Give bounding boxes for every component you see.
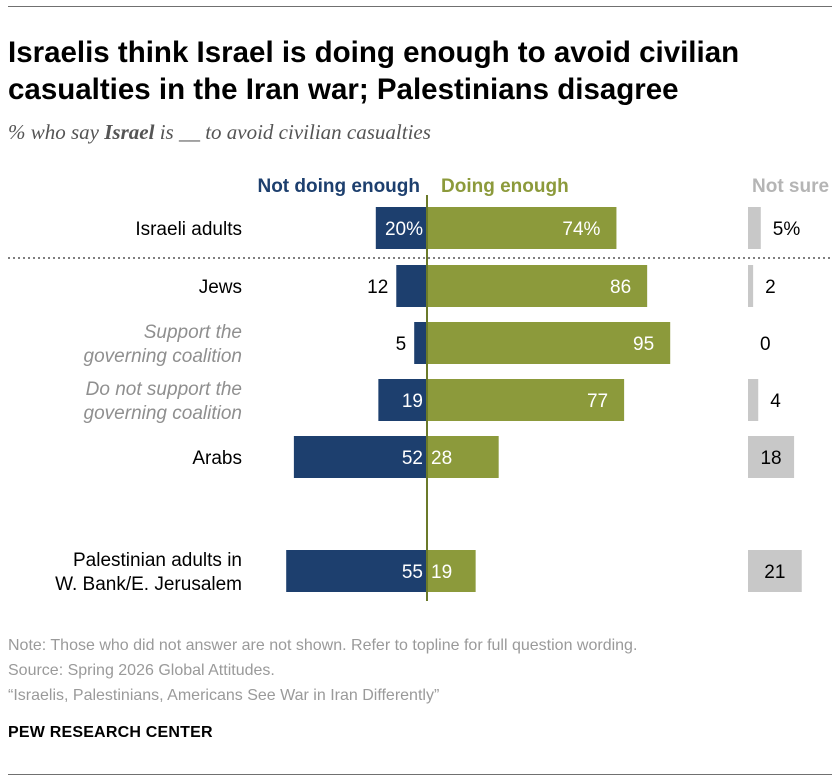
row-6-value-doing-enough: 19 [431, 562, 452, 583]
row-2-label: Jews [199, 277, 242, 298]
row-6-value-not-sure: 21 [764, 562, 785, 583]
row-4-label-line2: governing coalition [84, 403, 242, 424]
row-4-bar-not-doing-enough [378, 379, 427, 421]
row-3-value-not-sure: 0 [760, 334, 771, 355]
row-3-value-doing-enough: 95 [633, 334, 654, 355]
row-6-label-line2: W. Bank/E. Jerusalem [55, 574, 242, 595]
row-1-bar-doing-enough [427, 207, 617, 249]
row-5-bar-not-doing-enough [293, 436, 427, 478]
row-6-value-not-doing-enough: 55 [402, 562, 423, 583]
row-4-label: Do not support the [86, 379, 242, 400]
legend-not-sure: Not sure [752, 176, 830, 197]
row-5-bar-not-sure [748, 436, 795, 478]
row-5-value-not-sure: 18 [760, 448, 781, 469]
row-2-value-not-sure: 2 [765, 277, 776, 298]
row-5-value-not-doing-enough: 52 [402, 448, 423, 469]
row-5-bar-doing-enough [427, 436, 499, 478]
notes-block: Note: Those who did not answer are not s… [8, 633, 637, 708]
row-3-label-line2: governing coalition [84, 346, 242, 367]
chart-title: Israelis think Israel is doing enough to… [8, 36, 740, 106]
subtitle-emphasis: Israel [104, 120, 155, 144]
row-5-value-doing-enough: 28 [431, 448, 452, 469]
row-3-value-not-doing-enough: 5 [396, 334, 407, 355]
row-1-label: Israeli adults [135, 219, 242, 240]
source-text: Source: Spring 2026 Global Attitudes. [8, 662, 275, 679]
row-3-bar-doing-enough [427, 322, 671, 364]
row-3-label: Support the [144, 322, 242, 343]
row-6-bar-doing-enough [427, 550, 476, 592]
legend-not-doing-enough: Not doing enough [257, 176, 420, 197]
top-rule [8, 6, 832, 7]
row-3-bar-not-doing-enough [414, 322, 427, 364]
row-1-bar-not-sure [748, 207, 761, 249]
row-6-bar-not-doing-enough [286, 550, 427, 592]
row-4-value-doing-enough: 77 [587, 391, 608, 412]
row-5-label: Arabs [192, 448, 242, 469]
row-1-bar-not-doing-enough [375, 207, 427, 249]
row-6-bar-not-sure [748, 550, 802, 592]
note-text: Note: Those who did not answer are not s… [8, 637, 638, 654]
row-1-value-doing-enough: 74% [562, 219, 600, 240]
subtitle-suffix: is __ to avoid civilian casualties [154, 120, 431, 144]
report-title: “Israelis, Palestinians, Americans See W… [8, 687, 440, 704]
row-2-bar-not-sure [748, 265, 754, 307]
row-4-value-not-doing-enough: 19 [402, 391, 423, 412]
chart-area: Israeli adults 20% 74% 5% Jews 12 86 2 Support t… [8, 195, 832, 601]
row-4-bar-not-sure [748, 379, 759, 421]
bottom-rule [8, 774, 832, 775]
row-6-label: Palestinian adults in [73, 550, 242, 571]
subtitle-prefix: % who say [8, 120, 105, 144]
row-2-value-doing-enough: 86 [610, 277, 631, 298]
organization-logo-text: PEW RESEARCH CENTER [8, 724, 213, 741]
row-2-bar-not-doing-enough [396, 265, 427, 307]
chart-subtitle: % who say Israel is __ to avoid civilian… [8, 120, 431, 145]
row-1-value-not-sure: 5% [773, 219, 801, 240]
row-2-bar-doing-enough [427, 265, 648, 307]
row-4-bar-doing-enough [427, 379, 625, 421]
row-1-value-not-doing-enough: 20% [385, 219, 423, 240]
row-2-value-not-doing-enough: 12 [367, 277, 388, 298]
legend-doing-enough: Doing enough [441, 176, 569, 197]
row-4-value-not-sure: 4 [770, 391, 781, 412]
